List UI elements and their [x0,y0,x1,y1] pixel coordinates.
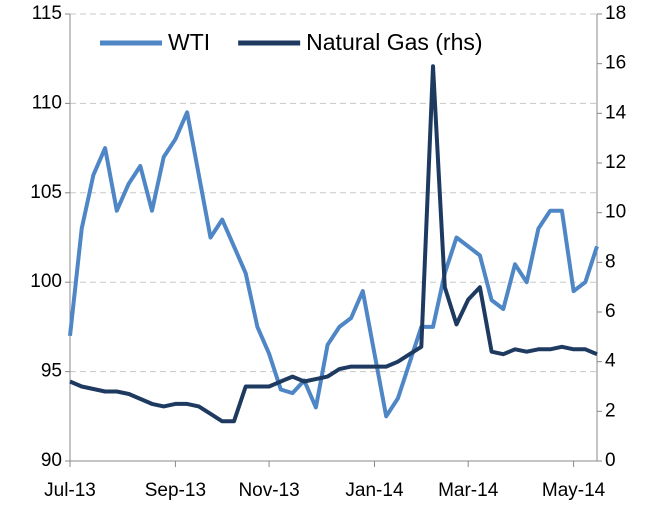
y-tick-label: 115 [32,3,62,24]
y2-tick-label: 18 [605,3,626,24]
x-tick-label: Sep-13 [145,480,206,501]
y2-tick-label: 8 [605,251,616,272]
legend-label: WTI [168,29,210,55]
y2-tick-label: 12 [605,152,626,173]
series-line [68,110,599,419]
y-tick-label: 95 [41,361,62,382]
y2-tick-label: 16 [605,53,626,74]
y2-tick-label: 14 [605,102,627,123]
y2-tick-label: 2 [605,400,616,421]
x-tick-label: May-14 [542,480,606,501]
legend-label: Natural Gas (rhs) [306,29,482,55]
y-tick-label: 90 [41,450,62,471]
y-tick-label: 100 [30,271,62,292]
x-tick-label: Jul-13 [44,480,96,501]
y2-tick-label: 4 [605,351,616,372]
y2-tick-label: 10 [605,202,626,223]
series-line [69,64,598,424]
y2-tick-label: 0 [605,450,616,471]
y2-tick-label: 6 [605,301,616,322]
y-tick-label: 105 [30,182,62,203]
x-tick-label: Jan-14 [345,480,404,501]
x-tick-label: Nov-13 [238,480,299,501]
y-tick-label: 110 [32,92,62,113]
x-tick-label: Mar-14 [438,480,499,501]
